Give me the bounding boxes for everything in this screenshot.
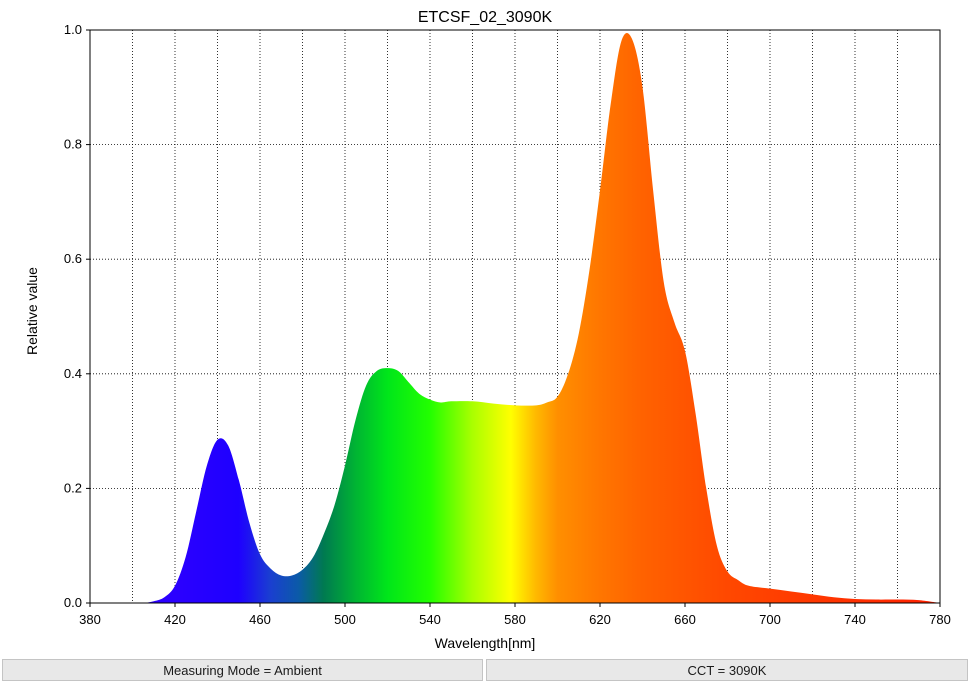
y-tick-label: 0.2: [64, 480, 82, 495]
x-tick-label: 500: [334, 612, 356, 627]
spectrum-area: [132, 33, 940, 603]
y-tick-label: 0.4: [64, 366, 82, 381]
x-tick-label: 700: [759, 612, 781, 627]
x-tick-label: 620: [589, 612, 611, 627]
x-tick-label: 460: [249, 612, 271, 627]
chart-title: ETCSF_02_3090K: [418, 9, 553, 26]
x-tick-label: 740: [844, 612, 866, 627]
y-axis-ticks: 0.0 0.2 0.4 0.6 0.8 1.0: [64, 22, 90, 610]
x-tick-label: 780: [929, 612, 951, 627]
y-tick-label: 0.0: [64, 595, 82, 610]
y-tick-label: 1.0: [64, 22, 82, 37]
y-tick-label: 0.8: [64, 137, 82, 152]
x-axis-label: Wavelength[nm]: [435, 635, 536, 651]
x-tick-label: 380: [79, 612, 101, 627]
x-axis-ticks: 380 420 460 500 540 580 620 660 700 740 780: [79, 603, 951, 627]
x-tick-label: 420: [164, 612, 186, 627]
measuring-mode-text: Measuring Mode = Ambient: [163, 662, 322, 678]
measuring-mode-status: Measuring Mode = Ambient: [2, 659, 483, 681]
cct-status: CCT = 3090K: [486, 659, 968, 681]
x-tick-label: 580: [504, 612, 526, 627]
cct-text: CCT = 3090K: [687, 662, 767, 678]
spectrum-chart: ETCSF_02_3090K Relative value Wavelength…: [24, 9, 951, 651]
y-tick-label: 0.6: [64, 251, 82, 266]
status-bar: Measuring Mode = Ambient CCT = 3090K: [0, 657, 970, 683]
y-axis-label: Relative value: [24, 267, 40, 355]
x-tick-label: 540: [419, 612, 441, 627]
x-tick-label: 660: [674, 612, 696, 627]
